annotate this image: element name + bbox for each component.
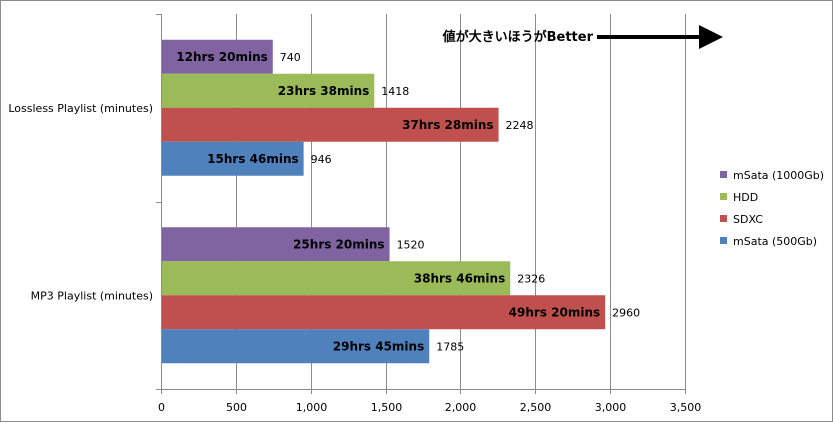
bar-value-label: 1785 (436, 340, 464, 353)
x-tick-label: 1,000 (296, 401, 328, 414)
x-tick-label: 1,500 (371, 401, 403, 414)
x-tick-label: 2,000 (445, 401, 477, 414)
category-label: MP3 Playlist (minutes) (31, 289, 153, 302)
bar (162, 141, 304, 176)
bar (162, 107, 499, 142)
annotation: 値が大きいほうがBetter (442, 25, 723, 49)
annotation-arrow-head (699, 25, 723, 49)
bar-value-label: 2326 (517, 272, 545, 285)
legend-label: SDXC (733, 213, 763, 226)
legend: mSata (1000Gb) HDD SDXC mSata (500Gb) (720, 169, 824, 248)
x-tick-label: 3,500 (670, 401, 702, 414)
legend-label: HDD (733, 191, 758, 204)
bar-value-label: 740 (280, 51, 301, 64)
bar-value-label: 1418 (381, 85, 409, 98)
legend-swatch (720, 215, 727, 222)
legend-label: mSata (500Gb) (733, 235, 817, 248)
axes: 0 500 1,000 1,500 2,000 2,500 3,000 3,500 Lossle… (8, 14, 701, 414)
category-label: Lossless Playlist (minutes) (8, 102, 153, 115)
bar (162, 261, 511, 296)
annotation-text: 値が大きいほうがBetter (442, 29, 594, 45)
bar-duration-label: 12hrs 20mins (176, 50, 267, 64)
bar (162, 295, 606, 330)
legend-swatch (720, 171, 727, 178)
bar-duration-label: 38hrs 46mins (414, 271, 505, 285)
bar-duration-label: 15hrs 46mins (207, 152, 298, 166)
bar-duration-label: 37hrs 28mins (402, 118, 493, 132)
bar-value-label: 946 (311, 153, 332, 166)
legend-swatch (720, 237, 727, 244)
bars: 12hrs 20mins 740 23hrs 38mins 1418 37hrs 28m… (162, 39, 640, 364)
x-tick-label: 3,000 (595, 401, 627, 414)
bar (162, 39, 273, 74)
bar-value-label: 1520 (397, 238, 425, 251)
bar-value-label: 2248 (506, 119, 534, 132)
bar (162, 329, 430, 364)
bar-duration-label: 23hrs 38mins (278, 84, 369, 98)
x-tick-label: 0 (158, 401, 165, 414)
bar-value-label: 2960 (612, 306, 640, 319)
bar (162, 73, 375, 108)
x-tick-label: 2,500 (520, 401, 552, 414)
bar-duration-label: 25hrs 20mins (293, 237, 384, 251)
legend-swatch (720, 193, 727, 200)
bar-duration-label: 49hrs 20mins (509, 305, 600, 319)
bar (162, 227, 390, 262)
bar-duration-label: 29hrs 45mins (333, 339, 424, 353)
legend-label: mSata (1000Gb) (733, 169, 824, 182)
x-tick-label: 500 (226, 401, 247, 414)
